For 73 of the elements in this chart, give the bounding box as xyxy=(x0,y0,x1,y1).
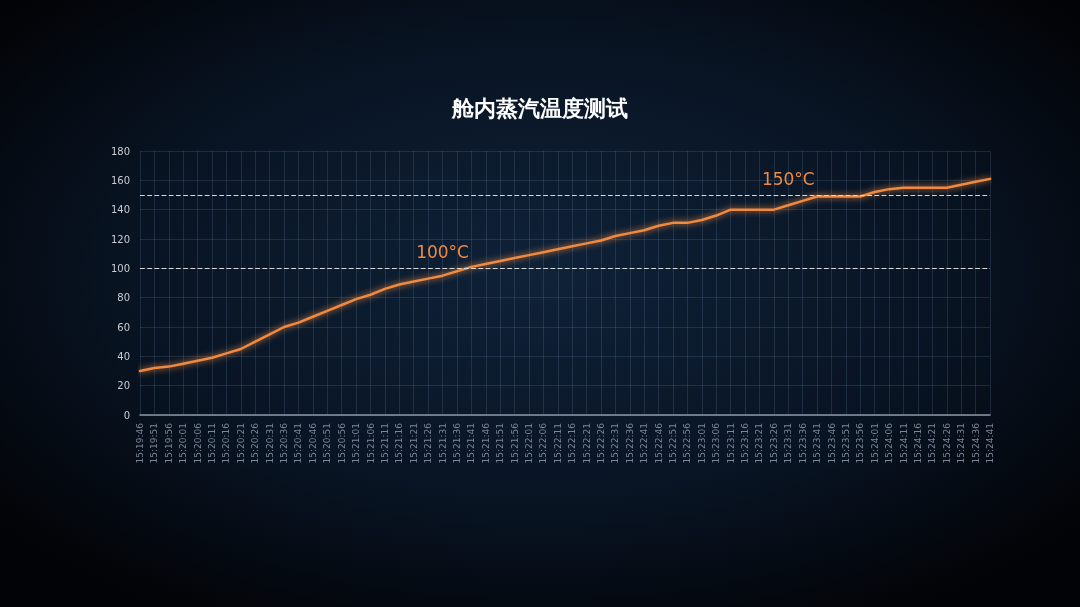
x-tick-label: 15:19:51 xyxy=(149,423,160,464)
x-tick-label: 15:21:26 xyxy=(423,422,434,464)
x-tick-label: 15:22:16 xyxy=(567,422,578,464)
x-tick-label: 15:19:46 xyxy=(135,422,145,464)
y-tick-label: 120 xyxy=(110,233,130,245)
x-tick-label: 15:20:16 xyxy=(221,422,232,464)
x-tick-label: 15:21:21 xyxy=(408,423,419,464)
x-tick-label: 15:21:31 xyxy=(437,423,448,464)
annotation: 150°C xyxy=(761,169,815,189)
x-tick-label: 15:22:26 xyxy=(596,422,607,464)
x-tick-label: 15:24:21 xyxy=(927,423,938,464)
x-tick-label: 15:21:06 xyxy=(365,422,376,464)
y-tick-label: 40 xyxy=(117,350,130,362)
x-tick-label: 15:24:06 xyxy=(884,422,895,464)
x-tick-label: 15:21:01 xyxy=(351,423,362,464)
x-tick-label: 15:22:31 xyxy=(610,423,621,464)
x-tick-label: 15:19:56 xyxy=(163,422,174,464)
y-tick-label: 180 xyxy=(110,145,130,157)
x-tick-label: 15:23:41 xyxy=(812,423,823,464)
x-tick-label: 15:22:11 xyxy=(552,423,563,464)
x-tick-label: 15:23:21 xyxy=(754,423,765,464)
x-tick-label: 15:24:41 xyxy=(985,423,995,464)
x-tick-label: 15:24:16 xyxy=(912,422,923,464)
y-tick-label: 160 xyxy=(110,174,130,186)
x-tick-label: 15:22:56 xyxy=(682,422,693,464)
chart-title: 舱内蒸汽温度测试 xyxy=(451,95,628,121)
x-tick-label: 15:24:01 xyxy=(869,423,880,464)
y-tick-label: 0 xyxy=(123,409,130,421)
x-tick-label: 15:23:26 xyxy=(768,422,779,464)
x-tick-label: 15:21:56 xyxy=(509,422,520,464)
x-tick-label: 15:20:21 xyxy=(235,423,246,464)
x-tick-label: 15:20:36 xyxy=(279,422,290,464)
x-tick-label: 15:22:51 xyxy=(668,423,679,464)
x-tick-label: 15:21:51 xyxy=(495,423,506,464)
x-tick-label: 15:23:06 xyxy=(711,422,722,464)
x-tick-label: 15:22:46 xyxy=(653,422,664,464)
annotation: 100°C xyxy=(416,242,469,263)
x-tick-label: 15:20:01 xyxy=(178,423,189,464)
x-tick-label: 15:22:06 xyxy=(538,422,549,464)
y-tick-label: 80 xyxy=(117,292,130,304)
x-tick-label: 15:21:16 xyxy=(394,422,405,464)
x-tick-label: 15:24:36 xyxy=(970,422,981,464)
x-tick-label: 15:23:01 xyxy=(696,423,707,464)
x-tick-label: 15:23:46 xyxy=(826,422,837,464)
x-tick-label: 15:20:11 xyxy=(207,423,218,464)
x-tick-label: 15:22:01 xyxy=(523,423,534,464)
x-tick-label: 15:22:36 xyxy=(624,422,635,464)
x-tick-label: 15:23:16 xyxy=(740,422,751,464)
x-tick-label: 15:21:41 xyxy=(466,423,477,464)
x-tick-label: 15:23:36 xyxy=(797,422,808,464)
x-tick-label: 15:23:51 xyxy=(840,423,851,464)
x-tick-label: 15:20:41 xyxy=(293,423,304,464)
x-tick-label: 15:23:56 xyxy=(855,422,866,464)
x-tick-label: 15:21:11 xyxy=(379,423,390,464)
x-tick-label: 15:22:41 xyxy=(639,423,650,464)
x-tick-label: 15:20:51 xyxy=(322,423,333,464)
x-tick-label: 15:20:31 xyxy=(264,423,275,464)
x-tick-label: 15:23:11 xyxy=(725,423,736,464)
x-tick-label: 15:21:36 xyxy=(451,422,462,464)
x-tick-label: 15:20:46 xyxy=(307,422,318,464)
x-tick-label: 15:24:26 xyxy=(941,422,952,464)
x-tick-label: 15:23:31 xyxy=(783,423,794,464)
x-tick-label: 15:24:11 xyxy=(898,423,909,464)
y-tick-label: 60 xyxy=(117,321,130,333)
y-tick-label: 20 xyxy=(117,380,130,392)
x-tick-label: 15:20:26 xyxy=(250,422,261,464)
x-tick-label: 15:20:06 xyxy=(192,422,203,464)
y-tick-label: 140 xyxy=(110,204,130,216)
x-tick-label: 15:24:31 xyxy=(956,423,967,464)
y-tick-label: 100 xyxy=(110,262,130,274)
x-tick-label: 15:21:46 xyxy=(480,422,491,464)
x-tick-label: 15:22:21 xyxy=(581,423,592,464)
x-tick-label: 15:20:56 xyxy=(336,422,347,464)
